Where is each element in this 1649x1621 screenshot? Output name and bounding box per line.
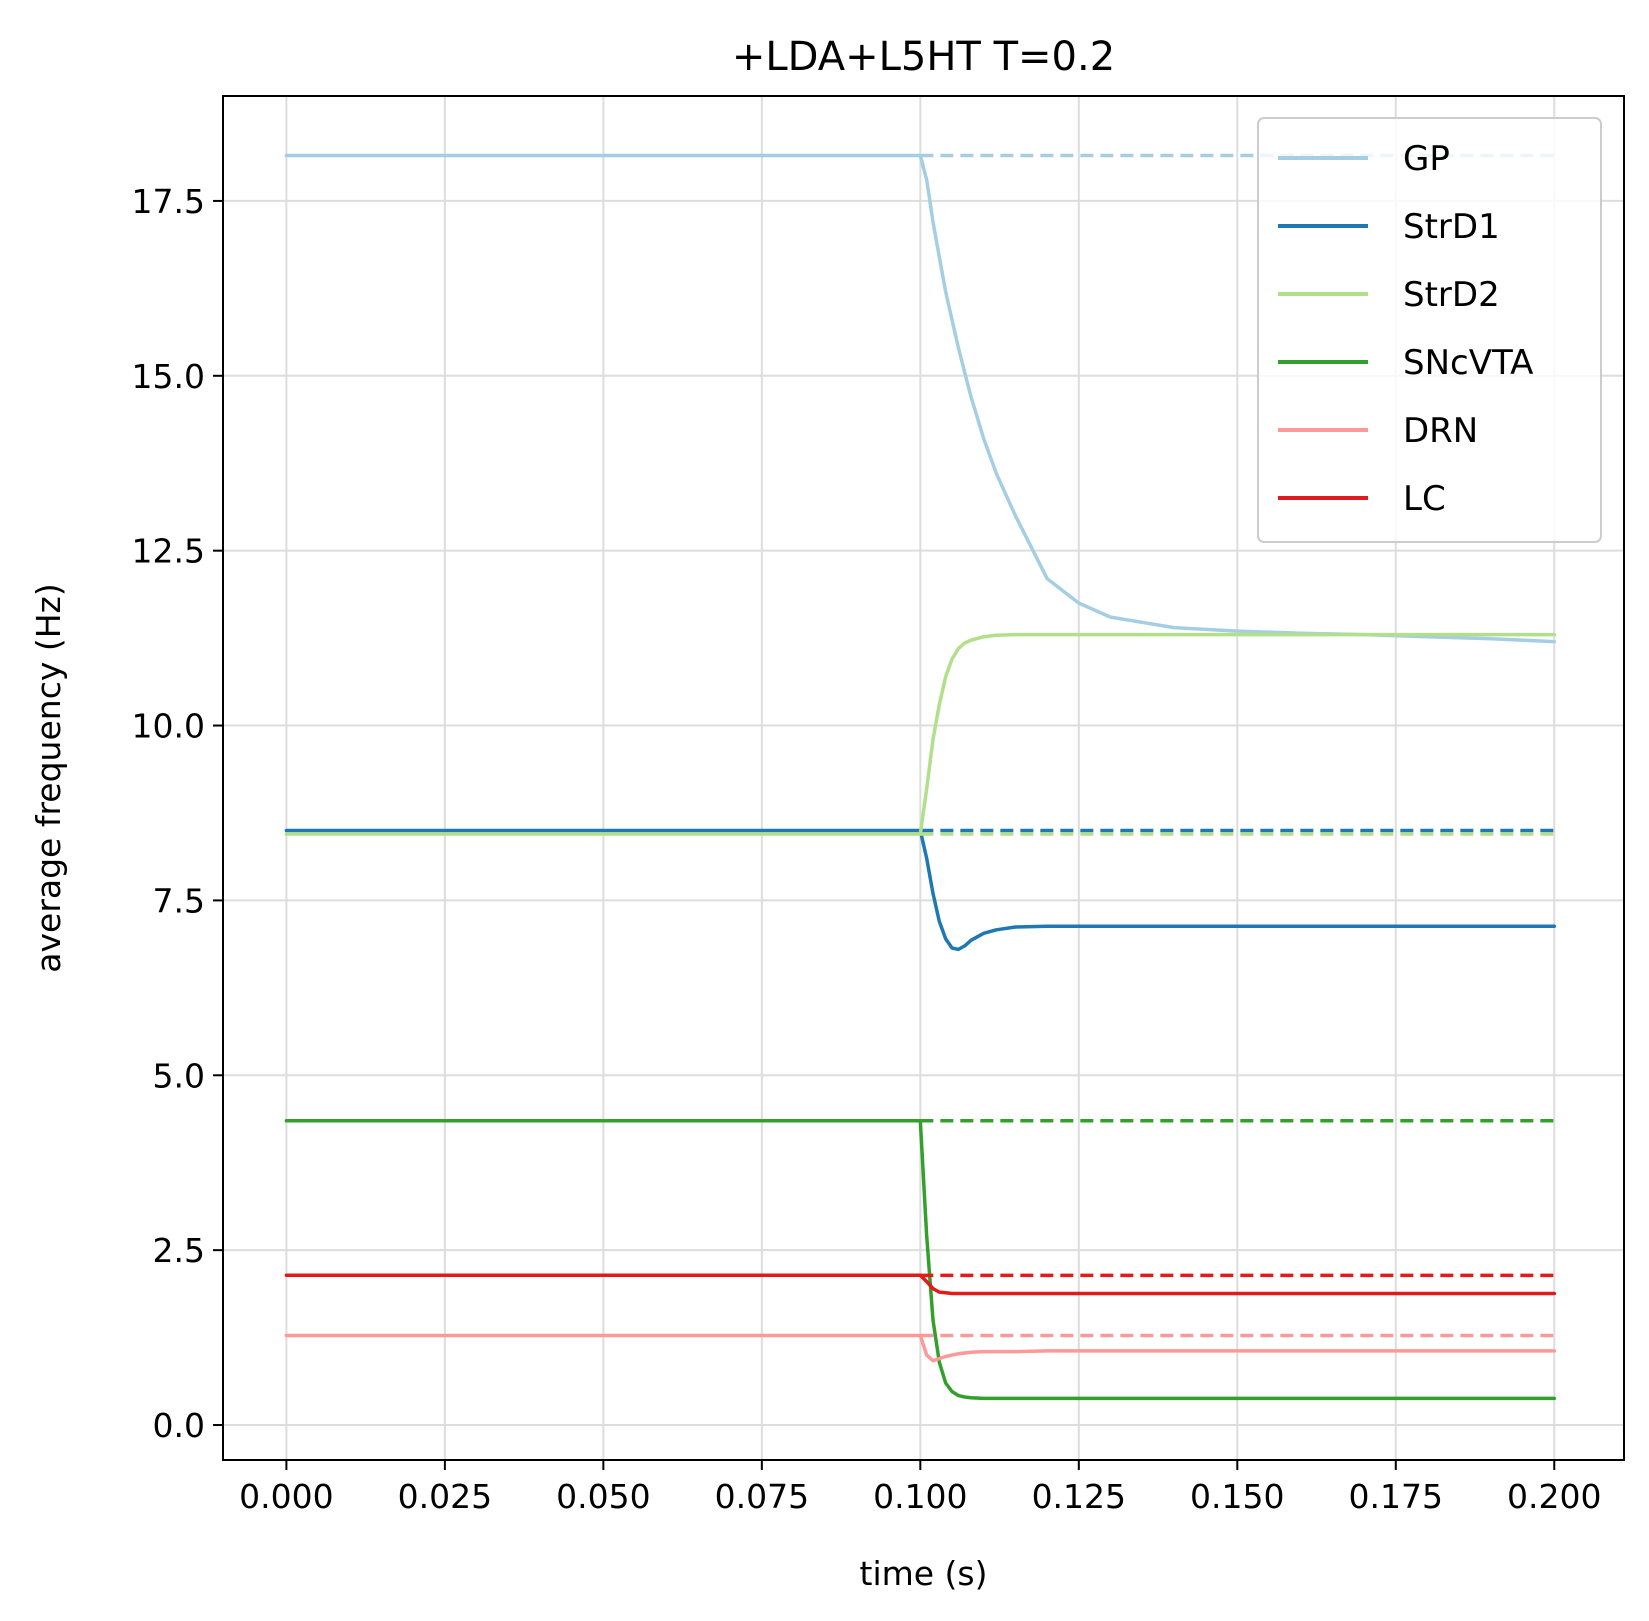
legend-entry: DRN <box>1403 411 1478 451</box>
x-axis-label: time (s) <box>860 1554 988 1593</box>
x-tick-label: 0.125 <box>1032 1477 1126 1516</box>
y-tick-label: 7.5 <box>153 881 205 920</box>
legend-entry: StrD2 <box>1403 275 1500 315</box>
legend-entry: LC <box>1403 479 1446 519</box>
y-tick-label: 15.0 <box>132 357 205 396</box>
x-tick-label: 0.175 <box>1349 1477 1443 1516</box>
series-line-strd2 <box>284 632 1557 836</box>
x-tick-label: 0.025 <box>398 1477 492 1516</box>
y-tick-label: 2.5 <box>153 1231 205 1270</box>
axis-ticks: 0.000 0.025 0.050 0.075 0.100 0.125 0.150 0.175… <box>132 182 1602 1516</box>
grid <box>223 96 1624 1460</box>
y-tick-label: 17.5 <box>132 182 205 221</box>
x-tick-label: 0.100 <box>873 1477 967 1516</box>
x-tick-label: 0.200 <box>1507 1477 1601 1516</box>
x-tick-label: 0.150 <box>1190 1477 1284 1516</box>
y-tick-label: 0.0 <box>153 1406 205 1445</box>
y-axis-label: average frequency (Hz) <box>29 583 68 972</box>
series-line-strd1 <box>284 828 1557 952</box>
legend-entry: SNcVTA <box>1403 343 1533 383</box>
plot-frame <box>222 95 1625 1461</box>
y-tick-label: 10.0 <box>132 707 205 746</box>
y-tick-label: 5.0 <box>153 1056 205 1095</box>
x-tick-label: 0.000 <box>239 1477 333 1516</box>
y-tick-label: 12.5 <box>132 532 205 571</box>
x-tick-label: 0.050 <box>556 1477 650 1516</box>
chart-title: +LDA+L5HT T=0.2 <box>732 34 1115 80</box>
x-tick-label: 0.075 <box>715 1477 809 1516</box>
legend-entry: StrD1 <box>1403 207 1500 247</box>
legend: GP StrD1 StrD2 SNcVTA DRN LC <box>1257 117 1602 543</box>
series-line-lc <box>284 1273 1557 1296</box>
series-line-drn <box>284 1333 1557 1363</box>
legend-entry: GP <box>1403 139 1450 179</box>
series-line-sncvta <box>284 1118 1557 1401</box>
